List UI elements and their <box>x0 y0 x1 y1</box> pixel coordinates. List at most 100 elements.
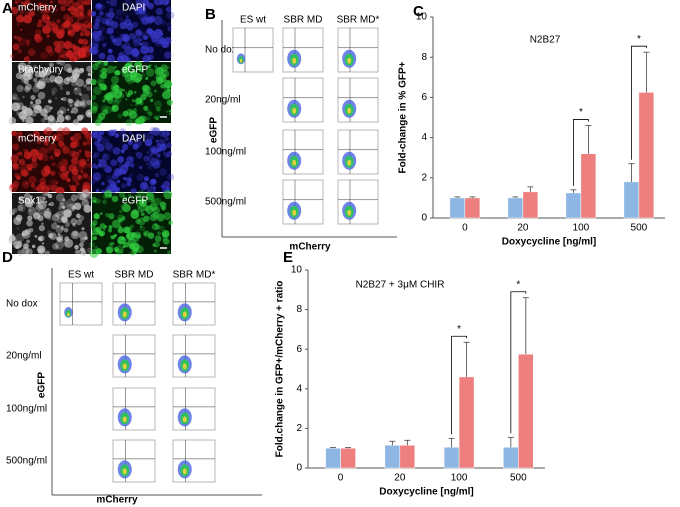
image-texture <box>98 52 106 60</box>
image-texture <box>161 130 170 138</box>
panel-label: B <box>205 6 216 23</box>
image-texture <box>76 114 84 121</box>
image-texture <box>129 224 134 229</box>
image-texture <box>29 103 34 108</box>
image-texture <box>158 130 166 137</box>
image-texture <box>161 229 170 238</box>
image-texture <box>74 163 84 173</box>
image-texture <box>153 197 162 206</box>
image-texture <box>99 223 106 229</box>
image-texture <box>133 91 137 94</box>
image-texture <box>14 172 19 178</box>
image-texture <box>155 8 163 16</box>
flow-plot <box>232 27 274 73</box>
image-texture <box>17 204 24 211</box>
image-texture <box>157 231 161 236</box>
column-label: ES wt <box>68 270 94 281</box>
image-texture <box>164 51 172 59</box>
image-texture <box>154 89 157 93</box>
image-texture <box>129 157 133 160</box>
image-texture <box>168 109 172 113</box>
image-texture <box>135 133 141 138</box>
image-texture <box>77 38 84 45</box>
image-texture <box>26 239 30 244</box>
x-axis-label: Doxycycline [ng/ml] <box>379 487 473 498</box>
image-texture <box>168 151 171 154</box>
image-texture <box>139 225 143 229</box>
image-texture <box>163 153 166 156</box>
image-texture <box>163 79 173 89</box>
image-texture <box>60 172 69 180</box>
image-texture <box>89 42 95 48</box>
image-texture <box>110 242 115 246</box>
image-texture <box>81 48 91 58</box>
image-texture <box>162 238 166 242</box>
image-texture <box>135 151 139 155</box>
image-texture <box>64 236 70 242</box>
image-texture <box>84 132 93 140</box>
image-texture <box>12 208 18 213</box>
image-texture <box>140 38 143 42</box>
image-texture <box>23 78 29 85</box>
image-texture <box>154 235 162 243</box>
y-axis-label: Fold-change in % GFP+ <box>398 61 409 173</box>
image-texture <box>8 208 16 216</box>
image-texture <box>50 179 58 187</box>
image-texture <box>149 131 153 135</box>
image-texture <box>94 245 99 250</box>
flow-plot <box>172 439 216 483</box>
image-texture <box>25 0 31 5</box>
image-texture <box>37 196 45 204</box>
image-texture <box>58 106 67 115</box>
image-label: Sox1 <box>18 196 41 207</box>
density <box>347 209 352 216</box>
image-texture <box>47 99 52 104</box>
image-texture <box>125 91 128 94</box>
image-texture <box>57 237 63 243</box>
image-texture <box>8 236 17 245</box>
image-texture <box>126 155 135 164</box>
image-texture <box>119 33 128 42</box>
image-texture <box>87 175 94 182</box>
image-texture <box>51 162 56 167</box>
density <box>182 468 187 475</box>
image-texture <box>73 45 81 54</box>
image-texture <box>56 110 64 117</box>
image-texture <box>60 97 64 101</box>
image-texture <box>55 245 59 249</box>
image-texture <box>59 199 69 209</box>
image-texture <box>95 166 98 169</box>
column-label: SBR MD <box>284 15 323 26</box>
image-texture <box>37 135 43 141</box>
image-texture <box>108 7 114 13</box>
row-label: 500ng/ml <box>205 197 246 208</box>
image-texture <box>101 84 108 91</box>
image-texture <box>142 4 146 8</box>
image-texture <box>113 37 122 46</box>
bar <box>340 447 356 469</box>
image-texture <box>159 225 165 232</box>
image-texture <box>19 9 25 15</box>
image-texture <box>20 2 23 5</box>
image-texture <box>128 110 137 120</box>
image-texture <box>66 177 71 183</box>
image-texture <box>74 249 80 255</box>
image-texture <box>119 209 123 214</box>
image-texture <box>145 191 155 201</box>
image-texture <box>97 60 102 65</box>
image-texture <box>42 129 48 135</box>
image-texture <box>78 67 85 74</box>
bar <box>565 192 582 219</box>
image-texture <box>118 52 125 59</box>
image-texture <box>99 8 103 13</box>
image-texture <box>124 0 132 6</box>
image-texture <box>159 1 164 6</box>
image-texture <box>51 133 60 142</box>
image-texture <box>98 73 104 79</box>
image-texture <box>90 78 97 86</box>
image-texture <box>89 241 95 248</box>
y-tick-label: 2 <box>296 423 302 434</box>
image-texture <box>29 209 32 212</box>
image-texture <box>107 228 113 233</box>
image-texture <box>137 206 141 210</box>
